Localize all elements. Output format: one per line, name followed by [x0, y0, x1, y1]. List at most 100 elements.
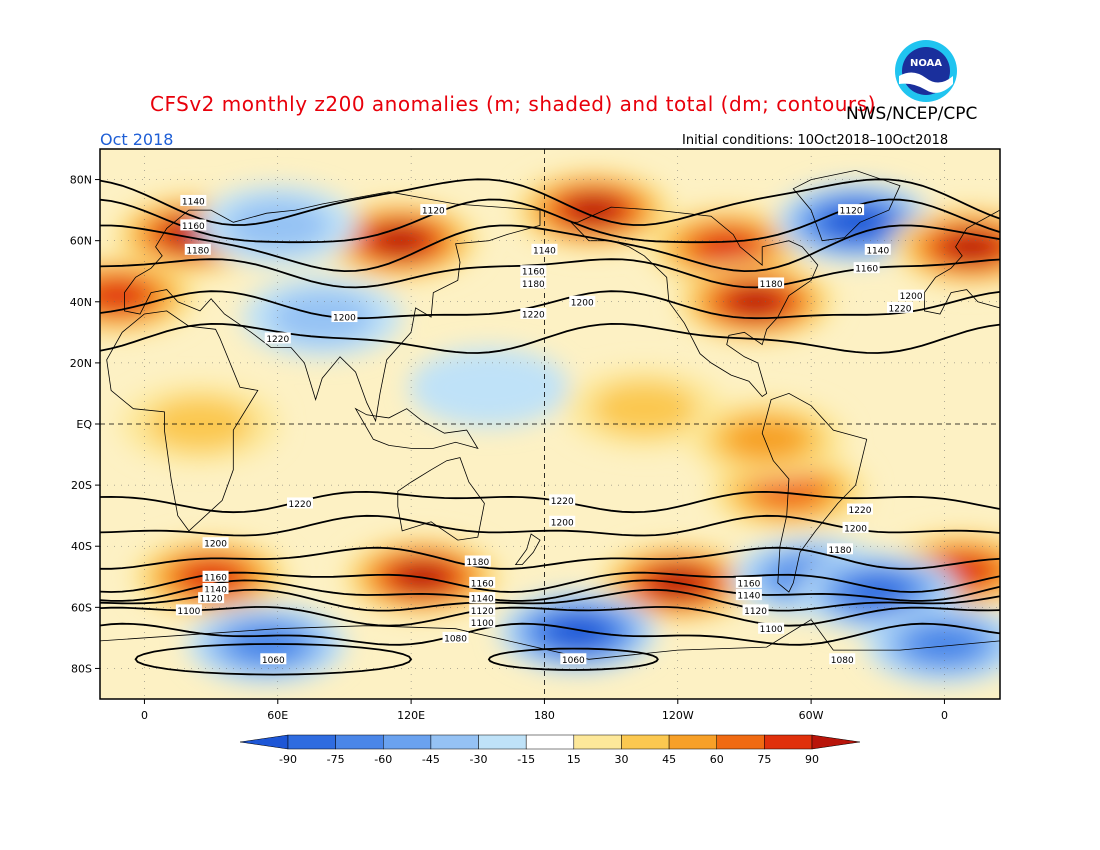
contour-label: 1120 [420, 204, 447, 217]
nz-coast [514, 533, 541, 565]
contour-label-bg [569, 295, 596, 307]
lat-tick-label: 20S [71, 479, 92, 492]
contour-label-bg [180, 219, 207, 231]
colorbar-max-arrow [811, 734, 861, 750]
colorbar-swatch [716, 734, 765, 750]
contour-label-bg [260, 653, 287, 665]
contour-label-bg [469, 592, 496, 604]
contour-label: 1160 [180, 219, 207, 232]
contour-label: 1060 [260, 653, 287, 666]
contour-label-bg [464, 555, 491, 567]
contour-label-text: 1100 [471, 619, 494, 629]
contour-line-1200 [100, 290, 1000, 320]
contour-line-1060 [134, 643, 413, 676]
contour-label: 1140 [180, 194, 207, 207]
lon-tick-label: 0 [141, 709, 148, 722]
contour-label-text: 1160 [522, 268, 545, 278]
contour-label-bg [264, 332, 291, 344]
contour-label-text: 1100 [760, 625, 783, 635]
contour-label-bg [180, 194, 207, 206]
contour-label-text: 1200 [900, 292, 923, 302]
contour-label-bg [175, 604, 202, 616]
contour-label-text: 1120 [471, 607, 494, 617]
contour-label-text: 1140 [866, 246, 889, 256]
contour-label-bg [184, 243, 211, 255]
contour-label-bg [735, 589, 762, 601]
colorbar-label: -30 [470, 753, 488, 766]
contour-label-text: 1160 [855, 265, 878, 275]
contour-label-bg [829, 653, 856, 665]
contour-label: 1100 [469, 616, 496, 629]
contour-label-bg [838, 204, 865, 216]
contour-label-bg [469, 604, 496, 616]
lat-tick-label: 80N [70, 174, 92, 187]
greenland-coast [792, 169, 901, 242]
contour-label-text: 1180 [186, 246, 209, 256]
contour-label-bg [520, 265, 547, 277]
contour-label: 1200 [549, 515, 576, 528]
contour-label-text: 1220 [551, 497, 574, 507]
anomaly-blob [829, 208, 882, 237]
contour-label: 1220 [264, 332, 291, 345]
contour-line-1220 [100, 322, 1000, 354]
contour-label-text: 1200 [204, 540, 227, 550]
contour-label-text: 1220 [889, 304, 912, 314]
contour-label: 1120 [742, 604, 769, 617]
contour-label-text: 1120 [840, 207, 863, 217]
colorbar-label: -45 [422, 753, 440, 766]
contour-label-text: 1140 [182, 197, 205, 207]
contour-line-1160 [100, 224, 1000, 273]
colorbar-label: 45 [662, 753, 676, 766]
lon-tick-label: 180 [534, 709, 555, 722]
contour-label-text: 1200 [333, 314, 356, 324]
africa-coast [106, 310, 259, 532]
contour-line-1120 [100, 588, 1000, 612]
anomaly-blob [567, 196, 620, 224]
contour-label-text: 1160 [737, 579, 760, 589]
contour-label-bg [853, 262, 880, 274]
contour-label-bg [847, 503, 873, 515]
contour-label-text: 1140 [204, 586, 227, 596]
colorbar-swatch [764, 734, 813, 750]
contour-label-text: 1220 [849, 506, 872, 516]
colorbar-swatch [287, 734, 336, 750]
colorbar-swatch [335, 734, 384, 750]
anomaly-blob [592, 382, 697, 436]
contour-line-1180 [100, 546, 1000, 570]
valid-month-label: Oct 2018 [100, 130, 174, 149]
australia-coast [397, 457, 485, 541]
contour-line-1180 [100, 258, 1000, 289]
anomaly-blob [697, 231, 756, 263]
contour-label-text: 1100 [177, 607, 200, 617]
contour-label: 1180 [464, 555, 491, 568]
lat-tick-label: 60N [70, 235, 92, 248]
anomaly-blob [373, 226, 427, 255]
colorbar-label: -15 [517, 753, 535, 766]
contour-label-bg [549, 515, 576, 527]
lat-tick-label: 20N [70, 357, 92, 370]
lon-tick-label: 60W [799, 709, 824, 722]
anomaly-blob [551, 617, 604, 646]
contour-line-1060 [487, 647, 659, 671]
contour-label-text: 1060 [262, 656, 285, 666]
contour-label: 1180 [758, 277, 785, 290]
contour-label-text: 1060 [562, 656, 585, 666]
contour-label: 1220 [847, 503, 873, 516]
contour-label: 1140 [864, 243, 891, 256]
contour-label: 1060 [560, 653, 587, 666]
contour-label-text: 1160 [204, 573, 227, 583]
contour-label-text: 1140 [737, 592, 760, 602]
contour-line-1140 [100, 579, 1000, 602]
contour-label: 1220 [549, 494, 576, 507]
contour-label: 1200 [202, 537, 229, 550]
contour-line-1120 [100, 178, 1000, 226]
contour-label-bg [898, 289, 925, 301]
colorbar-label: 90 [805, 753, 819, 766]
indonesia-coast [354, 407, 479, 450]
contour-label: 1180 [184, 243, 211, 256]
contour-label: 1120 [838, 204, 865, 217]
contour-label-bg [202, 570, 229, 582]
contour-label: 1140 [469, 592, 496, 605]
contour-label: 1160 [520, 265, 547, 278]
